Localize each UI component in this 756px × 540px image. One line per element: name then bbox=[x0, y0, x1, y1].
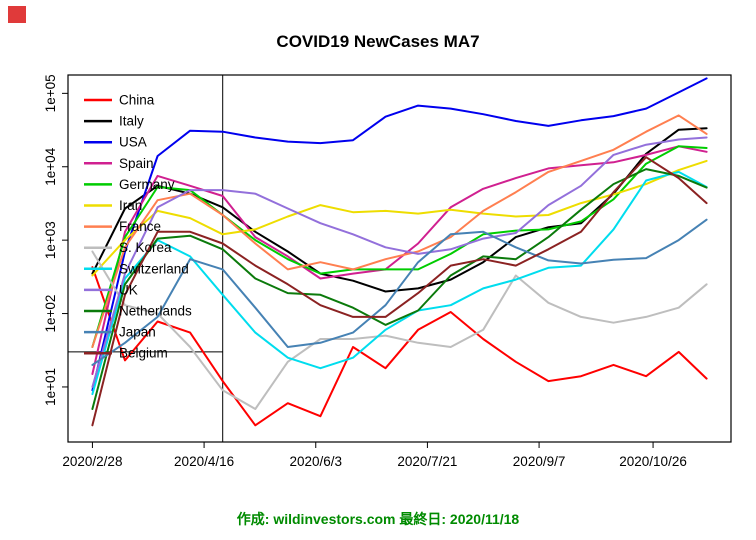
series-line-switzerland bbox=[91, 170, 708, 396]
series-line-spain bbox=[91, 145, 708, 375]
legend-label-switzerland: Switzerland bbox=[119, 261, 189, 276]
series-line-netherlands bbox=[91, 168, 708, 410]
legend-label-china: China bbox=[119, 93, 155, 108]
series-line-france bbox=[91, 114, 708, 348]
legend-label-italy: Italy bbox=[119, 114, 144, 129]
x-tick-label: 2020/6/3 bbox=[289, 454, 342, 469]
series-line-china bbox=[91, 266, 708, 427]
x-tick-label: 2020/10/26 bbox=[619, 454, 687, 469]
y-tick-label: 1e+01 bbox=[43, 368, 58, 406]
y-tick-label: 1e+02 bbox=[43, 295, 58, 333]
chart-caption: 作成: wildinvestors.com 最終日: 2020/11/18 bbox=[236, 511, 520, 527]
series-line-uk bbox=[91, 136, 708, 388]
legend-label-belgium: Belgium bbox=[119, 346, 168, 361]
chart-title: COVID19 NewCases MA7 bbox=[276, 32, 480, 51]
series-line-s-korea bbox=[91, 250, 708, 410]
plot-box bbox=[67, 74, 732, 443]
y-tick-label: 1e+04 bbox=[43, 147, 58, 185]
corner-marker-icon bbox=[8, 6, 26, 23]
legend-label-france: France bbox=[119, 219, 161, 234]
legend-label-germany: Germany bbox=[119, 177, 175, 192]
series-line-japan bbox=[91, 218, 708, 366]
legend-label-netherlands: Netherlands bbox=[119, 304, 192, 319]
legend-label-iran: Iran bbox=[119, 198, 142, 213]
x-tick-label: 2020/2/28 bbox=[62, 454, 122, 469]
y-tick-label: 1e+05 bbox=[43, 74, 58, 112]
legend-label-usa: USA bbox=[119, 135, 147, 150]
x-tick-label: 2020/7/21 bbox=[397, 454, 457, 469]
legend-label-japan: Japan bbox=[119, 325, 156, 340]
series-line-iran bbox=[91, 159, 708, 277]
legend-label-spain: Spain bbox=[119, 156, 154, 171]
legend-label-s-korea: S. Korea bbox=[119, 240, 172, 255]
x-tick-label: 2020/9/7 bbox=[513, 454, 566, 469]
y-tick-label: 1e+03 bbox=[43, 221, 58, 259]
legend-label-uk: UK bbox=[119, 282, 138, 297]
series-line-belgium bbox=[91, 156, 708, 427]
series-line-germany bbox=[91, 145, 708, 348]
series-line-usa bbox=[91, 77, 708, 392]
x-tick-label: 2020/4/16 bbox=[174, 454, 234, 469]
